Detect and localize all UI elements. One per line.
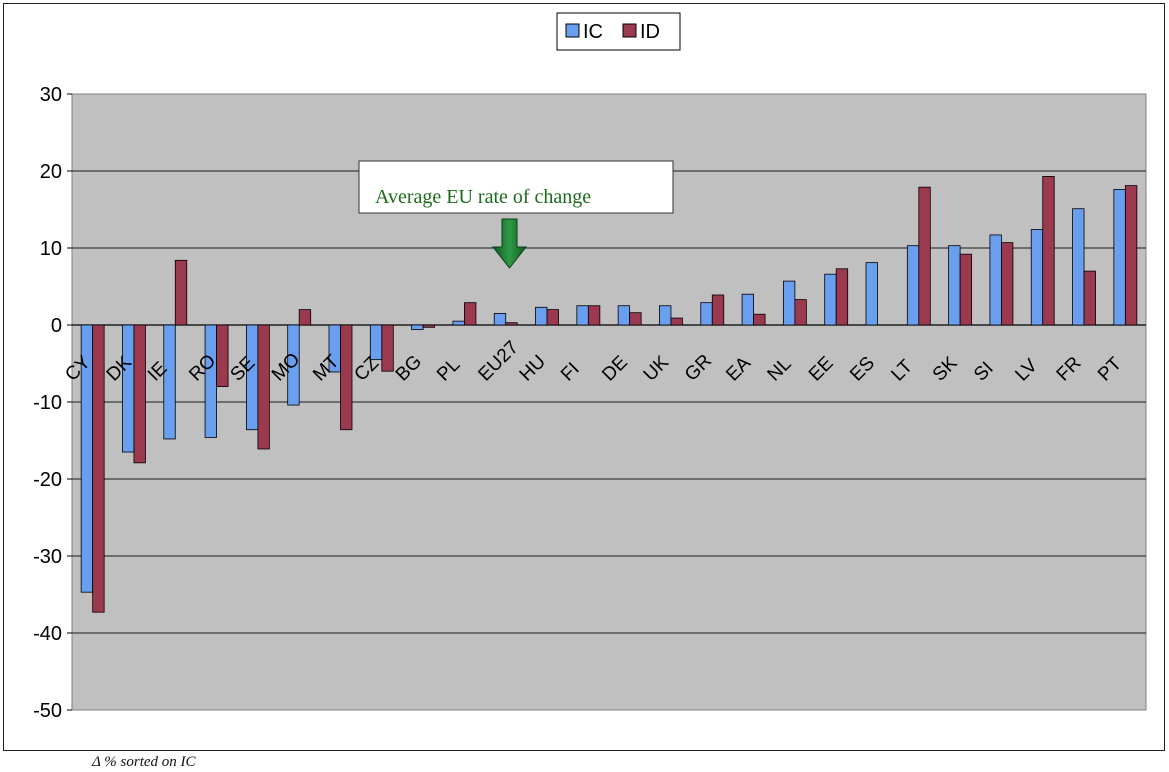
bar-id-fi [587,305,601,326]
bar-id-se [257,324,270,450]
bar-ic-dk [122,324,135,453]
y-tick-label: 20 [40,161,62,183]
bar-id-eu27 [505,322,518,326]
bar-ic-ie [163,324,176,440]
bar-ic-es [865,262,878,326]
bar-ic-ro [204,324,217,438]
y-tick-label: 10 [40,238,62,260]
annotation-box [358,160,674,214]
bar-ic-cz [369,324,383,361]
bar-id-dk [133,324,146,464]
y-tick-label: -40 [33,623,62,645]
bar-ic-mo [287,324,300,406]
bar-id-ee [835,268,849,326]
bar-ic-bg [411,324,424,331]
bar-id-mt [340,324,353,431]
bar-ic-ea [741,293,754,326]
y-tick-label: 0 [51,315,62,337]
bar-ic-uk [659,305,672,326]
annotation-text: Average EU rate of change [375,186,591,208]
bar-id-de [629,312,642,326]
legend-label-ic: IC [583,21,603,43]
bar-id-mo [298,309,312,326]
bar-ic-eu27 [493,313,507,326]
chart-footnote: Δ % sorted on IC [92,754,196,770]
bar-ic-nl [782,280,796,326]
annotation: Average EU rate of change [358,160,674,269]
bar-id-fr [1083,270,1096,326]
y-tick-label: -50 [33,700,62,722]
y-tick-label: -10 [33,392,62,414]
bar-ic-de [617,305,631,326]
bar-id-ro [216,324,229,387]
y-axis-ticks: 30 20 10 0 -10 -20 -30 -40 -50 [33,84,72,722]
bar-id-si [1001,242,1014,326]
bar-ic-ee [824,273,837,326]
bar-id-cz [381,324,394,372]
legend-swatch-ic [565,23,580,38]
y-tick-label: -20 [33,469,62,491]
bar-id-hu [546,309,559,326]
bar-id-bg [422,324,436,328]
bar-ic-pt [1113,189,1126,326]
bar-id-uk [670,317,683,326]
bar-id-ea [753,313,766,326]
bar-ic-si [989,234,1002,326]
annotation-arrow [491,218,528,269]
bar-id-lt [918,186,931,326]
legend: IC ID [556,12,681,51]
bar-ic-sk [948,245,961,326]
bar-ic-pl [452,320,465,326]
bar-ic-lt [906,245,920,326]
y-tick-label: 30 [40,84,62,106]
gridlines [72,170,1146,634]
y-tick-label: -30 [33,546,62,568]
legend-swatch-id [622,23,637,38]
bar-id-cy [92,324,105,613]
bar-ic-fr [1072,208,1085,326]
chart-frame: 30 20 10 0 -10 -20 -30 -40 -50 CY DK IE RO SE MO MT CZ B… [3,3,1165,751]
bar-id-gr [711,294,725,326]
bar-ic-fi [576,305,589,326]
bar-ic-hu [535,306,548,326]
bar-id-sk [959,253,973,326]
bar-id-ie [174,259,188,326]
bars [80,175,1138,613]
bar-id-lv [1042,175,1055,326]
bar-ic-lv [1030,229,1044,326]
legend-label-id: ID [640,21,660,43]
bar-id-pl [464,302,477,326]
bar-id-pt [1124,185,1138,326]
bar-ic-gr [700,302,713,326]
bar-id-nl [794,299,807,326]
